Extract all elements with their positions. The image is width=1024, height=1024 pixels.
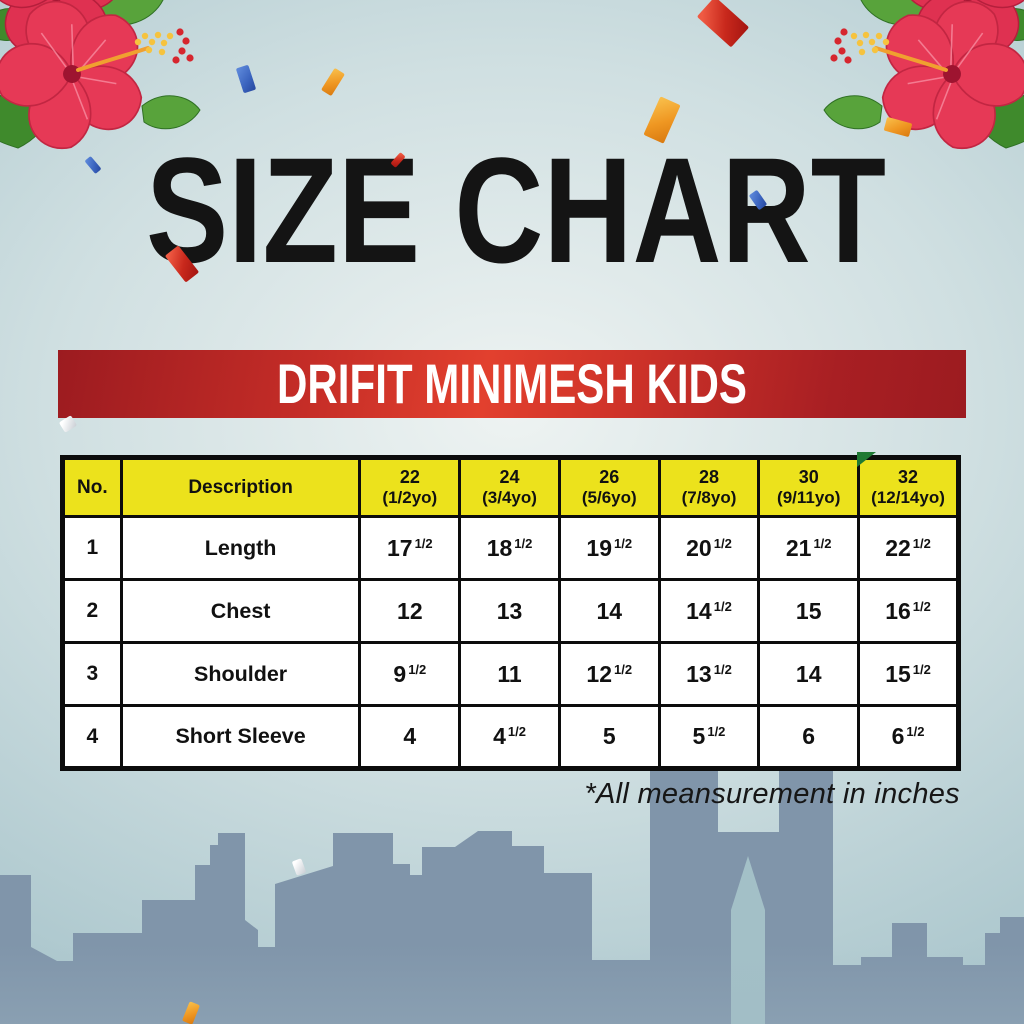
value-cell: 13 [458, 578, 561, 644]
value-cell: 15 [757, 578, 861, 644]
measurement-footnote: *All meansurement in inches [584, 778, 960, 810]
product-banner-text-graphic: DRIFIT MINIMESH KIDS [277, 352, 747, 415]
size-label: 30 [798, 466, 819, 487]
stamen-anthers [134, 31, 174, 56]
value-cell: 14 1/2 [657, 578, 761, 644]
hibiscus-flower-left [0, 0, 201, 150]
header-size-32: 32 (12/14yo) [857, 456, 960, 518]
header-size-22: 22 (1/2yo) [358, 456, 462, 518]
row-number-cell: 4 [61, 704, 123, 770]
confetti-orange [643, 96, 681, 144]
age-label: (9/11yo) [777, 488, 841, 508]
leaf-corner-decoration [857, 452, 876, 467]
stamen-pistils [172, 28, 194, 64]
age-label: (12/14yo) [871, 488, 945, 508]
row-number-cell: 1 [61, 515, 123, 581]
value-cell: 11 [458, 641, 561, 707]
table-row: 1 Length 17 1/2 18 1/2 19 1/2 20 1/2 21 1/2 22 1/2 [61, 515, 960, 581]
value-cell: 20 1/2 [657, 515, 761, 581]
description-cell: Shoulder [119, 641, 362, 707]
bridge-arch-slot [731, 856, 765, 1024]
value-cell: 18 1/2 [458, 515, 561, 581]
size-label: 24 [499, 466, 520, 487]
value-cell: 6 1/2 [857, 704, 960, 770]
value-cell: 14 [557, 578, 661, 644]
confetti-orange [321, 67, 345, 97]
value-cell: 17 1/2 [358, 515, 462, 581]
bridge-beam [718, 832, 779, 846]
value-cell: 9 1/2 [358, 641, 462, 707]
age-label: (3/4yo) [482, 488, 537, 508]
header-no: No. [61, 456, 123, 518]
size-label: 32 [898, 466, 919, 487]
page-title: SIZE CHART [146, 142, 886, 277]
value-cell: 19 1/2 [557, 515, 661, 581]
size-chart-table: No. Description 22 (1/2yo) 24 (3/4yo) 26… [60, 455, 961, 771]
product-banner: DRIFIT MINIMESH KIDS [58, 350, 966, 418]
table-row: 3 Shoulder 9 1/2 11 12 1/2 13 1/2 14 15 1/2 [61, 641, 960, 707]
value-cell: 14 [757, 641, 861, 707]
value-cell: 12 [358, 578, 462, 644]
value-cell: 4 1/2 [458, 704, 561, 770]
header-size-28: 28 (7/8yo) [657, 456, 761, 518]
size-label: 22 [399, 466, 420, 487]
row-number-cell: 3 [61, 641, 123, 707]
age-label: (5/6yo) [581, 488, 637, 508]
confetti-red [696, 0, 750, 48]
size-label: 28 [698, 466, 719, 487]
value-cell: 22 1/2 [857, 515, 960, 581]
value-cell: 5 1/2 [657, 704, 761, 770]
header-description: Description [119, 456, 362, 518]
header-size-30: 30 (9/11yo) [757, 456, 861, 518]
value-cell: 15 1/2 [857, 641, 960, 707]
header-size-24: 24 (3/4yo) [458, 456, 561, 518]
header-size-26: 26 (5/6yo) [557, 456, 661, 518]
table-row: 2 Chest 12 13 14 14 1/2 15 16 1/2 [61, 578, 960, 644]
value-cell: 21 1/2 [757, 515, 861, 581]
value-cell: 12 1/2 [557, 641, 661, 707]
value-cell: 5 [557, 704, 661, 770]
table-header: No. Description 22 (1/2yo) 24 (3/4yo) 26… [61, 456, 960, 518]
skyline-fade [0, 944, 1024, 1024]
value-cell: 6 [757, 704, 861, 770]
value-cell: 4 [358, 704, 462, 770]
size-label: 26 [599, 466, 620, 487]
description-cell: Short Sleeve [119, 704, 362, 770]
age-label: (1/2yo) [382, 488, 438, 508]
age-label: (7/8yo) [681, 488, 737, 508]
row-number-cell: 2 [61, 578, 123, 644]
description-cell: Length [119, 515, 362, 581]
product-name: DRIFIT MINIMESH KIDS [277, 352, 747, 415]
value-cell: 13 1/2 [657, 641, 761, 707]
description-cell: Chest [119, 578, 362, 644]
table-header-row: No. Description 22 (1/2yo) 24 (3/4yo) 26… [61, 456, 960, 518]
value-cell: 16 1/2 [857, 578, 960, 644]
table-row: 4 Short Sleeve 4 4 1/2 5 5 1/2 6 6 1/2 [61, 704, 960, 770]
confetti-blue [235, 64, 257, 94]
size-table-body: 1 Length 17 1/2 18 1/2 19 1/2 20 1/2 21 1/2 22 1/2 2 Ch… [61, 515, 960, 770]
page-title-graphic: SIZE CHART [146, 142, 886, 277]
city-skyline [0, 768, 1024, 1024]
